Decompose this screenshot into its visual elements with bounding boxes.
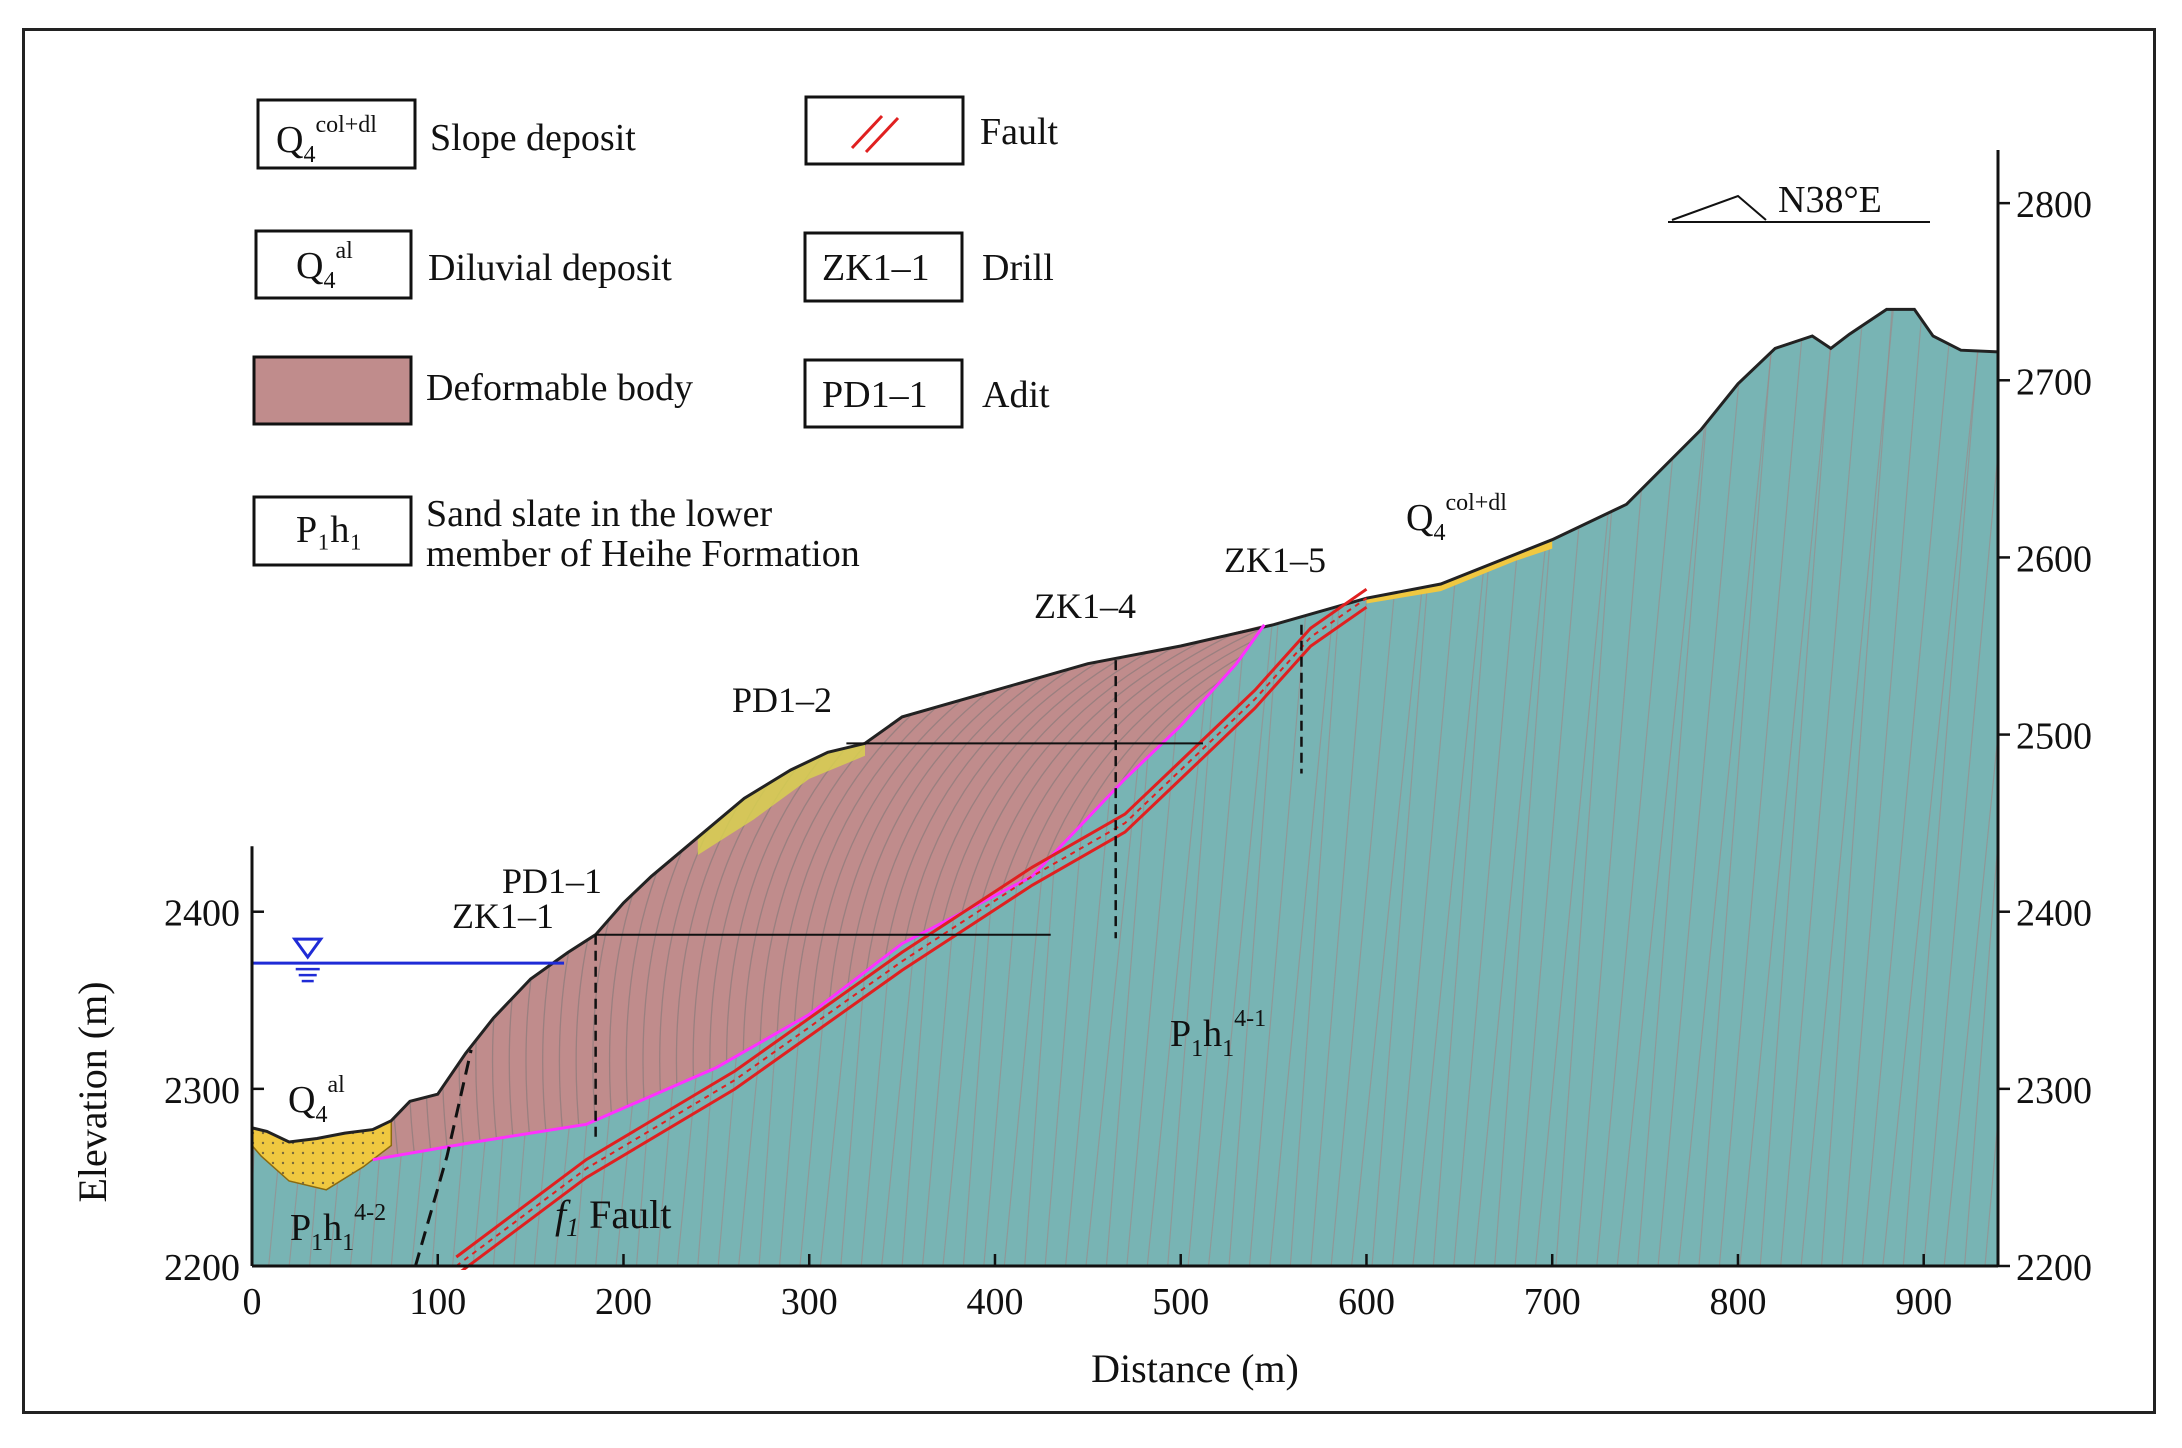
x-tick-label: 100 (409, 1281, 466, 1323)
right-tick-label: 2200 (2016, 1247, 2092, 1289)
legend-symbol-adit: PD1–1 (822, 374, 928, 416)
foliation-line (268, 309, 376, 1266)
right-tick-label: 2700 (2016, 361, 2092, 403)
x-tick-label: 600 (1338, 1281, 1395, 1323)
fault-line (455, 587, 1368, 1259)
foliation-line (308, 309, 403, 1266)
slope-deposit-middle (697, 743, 865, 855)
fault-f1 (455, 587, 1368, 1270)
legend-label-sand-slate-1: Sand slate in the lower (426, 493, 772, 535)
x-tick-label: 900 (1895, 1281, 1952, 1323)
deformable-body (372, 624, 1265, 1160)
left-tick-label: 2300 (164, 1070, 240, 1112)
foliation-line (329, 309, 435, 1266)
legend-swatch-diluvial-deposit (254, 229, 413, 300)
water-level-triangle (291, 937, 324, 960)
label-q4al: Q4al (288, 1072, 345, 1128)
label-p1h1-4-1: P1h14-1 (1170, 1006, 1266, 1062)
drill-holes (594, 624, 1303, 1142)
label-p1h1-4-2: P1h14-2 (290, 1200, 386, 1256)
foliation-line (1800, 309, 1912, 1266)
left-tick-label: 2200 (164, 1247, 240, 1289)
foliation-line (2087, 132, 2171, 1266)
y-axis-label: Elevation (m) (70, 981, 115, 1202)
foliation-line (1923, 309, 1998, 1266)
right-tick-label: 2300 (2016, 1070, 2092, 1112)
fault-line (455, 597, 1368, 1267)
foliation-line (3, 132, 72, 1266)
figure-frame (22, 28, 2156, 1414)
legend-swatch-drill (803, 231, 964, 303)
x-tick-label: 400 (966, 1281, 1023, 1323)
legend-label-deformable-body: Deformable body (426, 367, 693, 409)
legend-symbol-sand-slate: P₁h₁ (296, 509, 363, 551)
foliation-line (1943, 309, 1998, 1266)
legend-swatch-adit (803, 358, 964, 429)
left-tick-label: 2400 (164, 893, 240, 935)
label-zk1-4: ZK1–4 (1034, 586, 1136, 626)
foliation-line (0, 132, 41, 1266)
legend-swatch-sand-slate (252, 495, 413, 567)
foliation-line (1963, 309, 1998, 1266)
legend-label-diluvial-deposit: Diluvial deposit (428, 247, 672, 289)
right-tick-label: 2600 (2016, 538, 2092, 580)
fault-line (460, 605, 1368, 1270)
north-label: N38°E (1778, 179, 1882, 221)
x-tick-label: 700 (1524, 1281, 1581, 1323)
foliation-line (2108, 132, 2182, 1266)
foliation-line (0, 132, 14, 1266)
slip-surface (372, 623, 1266, 1162)
legend-symbol-slope-deposit: Q4col+dl (276, 112, 377, 168)
diluvial-deposit-dots (252, 1120, 392, 1190)
label-q4col: Q4col+dl (1406, 490, 1507, 546)
orientation-marker: N38°E (1668, 179, 1930, 223)
legend-label-fault: Fault (980, 111, 1059, 153)
fault-symbol-line-2 (864, 116, 900, 154)
label-f1-fault: f1 Fault (555, 1192, 671, 1242)
x-tick-label: 0 (243, 1281, 262, 1323)
water-level (252, 937, 565, 983)
foliation-line (1820, 309, 1906, 1266)
slope-deposit (1366, 539, 1553, 604)
legend-swatch-deformable-body (252, 355, 413, 426)
x-axis-label: Distance (m) (1091, 1346, 1299, 1391)
label-zk1-1: ZK1–1 (452, 896, 554, 936)
label-pd1-1: PD1–1 (502, 861, 602, 901)
right-tick-label: 2500 (2016, 716, 2092, 758)
fault-symbol-line-1 (850, 114, 884, 150)
x-tick-label: 500 (1152, 1281, 1209, 1323)
legend-label-adit: Adit (982, 374, 1050, 416)
label-zk1-5: ZK1–5 (1224, 540, 1326, 580)
label-pd1-2: PD1–2 (732, 680, 832, 720)
legend-symbol-diluvial-deposit: Q4al (296, 238, 353, 294)
x-tick-label: 300 (781, 1281, 838, 1323)
axes: 0 100 200 300 400 500 600 700 800 900 2200 2300 2400… (164, 150, 2092, 1323)
legend-symbol-drill: ZK1–1 (822, 247, 930, 289)
legend-label-slope-deposit: Slope deposit (430, 117, 636, 159)
lower-unit-boundary (414, 1049, 473, 1267)
foliation-line (0, 132, 46, 1266)
right-tick-label: 2800 (2016, 184, 2092, 226)
adits (595, 742, 1204, 936)
legend-swatch-slope-deposit (256, 98, 417, 170)
x-tick-label: 200 (595, 1281, 652, 1323)
right-tick-label: 2400 (2016, 893, 2092, 935)
geology-layers (0, 132, 2182, 1270)
legend: Q4col+dl Slope deposit Q4al Diluvial dep… (252, 95, 1059, 575)
legend-label-sand-slate-2: member of Heihe Formation (426, 533, 860, 575)
legend-label-drill: Drill (982, 247, 1054, 289)
x-tick-label: 800 (1709, 1281, 1766, 1323)
